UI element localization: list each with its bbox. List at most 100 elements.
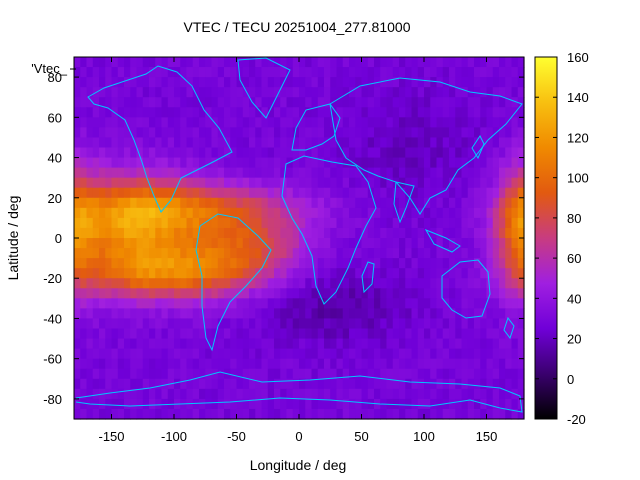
heatmap-cell bbox=[299, 408, 306, 420]
heatmap-cell bbox=[380, 408, 388, 420]
heatmap-cell bbox=[261, 318, 269, 330]
heatmap-cell bbox=[274, 177, 281, 189]
heatmap-cell bbox=[461, 368, 469, 380]
heatmap-cell bbox=[174, 187, 181, 199]
heatmap-cell bbox=[511, 87, 519, 98]
heatmap-cell bbox=[517, 378, 525, 390]
heatmap-cell bbox=[130, 137, 138, 149]
heatmap-cell bbox=[174, 348, 181, 360]
heatmap-cell bbox=[105, 137, 113, 149]
heatmap-cell bbox=[174, 117, 181, 128]
heatmap-cell bbox=[461, 187, 469, 199]
heatmap-cell bbox=[105, 298, 113, 309]
heatmap-cell bbox=[130, 157, 138, 169]
heatmap-cell bbox=[99, 87, 106, 98]
heatmap-cell bbox=[417, 378, 425, 390]
heatmap-cell bbox=[105, 207, 113, 219]
heatmap-cell bbox=[174, 157, 181, 169]
heatmap-cell bbox=[499, 338, 506, 350]
heatmap-cell bbox=[486, 328, 494, 340]
heatmap-cell bbox=[280, 408, 288, 420]
heatmap-cell bbox=[292, 227, 300, 239]
heatmap-cell bbox=[236, 147, 244, 159]
heatmap-cell bbox=[480, 388, 488, 400]
heatmap-cell bbox=[280, 358, 288, 370]
heatmap-cell bbox=[136, 398, 144, 410]
heatmap-cell bbox=[517, 217, 525, 229]
heatmap-cell bbox=[336, 187, 344, 199]
heatmap-cell bbox=[261, 217, 269, 229]
heatmap-cell bbox=[436, 378, 444, 390]
heatmap-cell bbox=[361, 67, 369, 78]
heatmap-cell bbox=[217, 167, 225, 179]
heatmap-cell bbox=[117, 207, 125, 219]
heatmap-cell bbox=[249, 217, 256, 229]
heatmap-cell bbox=[267, 197, 275, 209]
heatmap-cell bbox=[124, 378, 131, 390]
heatmap-cell bbox=[342, 318, 350, 330]
heatmap-cell bbox=[249, 207, 256, 219]
heatmap-cell bbox=[292, 398, 300, 410]
heatmap-cell bbox=[399, 127, 406, 139]
heatmap-cell bbox=[167, 328, 175, 340]
heatmap-cell bbox=[142, 87, 150, 98]
heatmap-cell bbox=[486, 87, 494, 98]
heatmap-cell bbox=[199, 107, 206, 118]
heatmap-cell bbox=[117, 338, 125, 350]
heatmap-cell bbox=[392, 197, 400, 209]
heatmap-cell bbox=[255, 107, 263, 118]
heatmap-cell bbox=[186, 308, 194, 320]
heatmap-cell bbox=[467, 167, 475, 179]
heatmap-cell bbox=[386, 197, 394, 209]
heatmap-cell bbox=[111, 238, 119, 249]
heatmap-cell bbox=[442, 338, 450, 350]
heatmap-cell bbox=[174, 268, 181, 279]
heatmap-cell bbox=[286, 107, 294, 118]
heatmap-cell bbox=[174, 308, 181, 320]
heatmap-cell bbox=[336, 398, 344, 410]
heatmap-cell bbox=[167, 288, 175, 299]
heatmap-cell bbox=[74, 278, 81, 289]
heatmap-cell bbox=[149, 348, 156, 360]
heatmap-cell bbox=[305, 107, 313, 118]
heatmap-cell bbox=[311, 77, 319, 88]
heatmap-cell bbox=[349, 338, 356, 350]
heatmap-cell bbox=[380, 107, 388, 118]
heatmap-cell bbox=[130, 117, 138, 128]
heatmap-cell bbox=[105, 358, 113, 370]
heatmap-cell bbox=[511, 97, 519, 108]
heatmap-cell bbox=[267, 338, 275, 350]
heatmap-cell bbox=[192, 388, 200, 400]
heatmap-cell bbox=[417, 388, 425, 400]
heatmap-cell bbox=[442, 157, 450, 169]
heatmap-cell bbox=[305, 408, 313, 420]
heatmap-cell bbox=[492, 248, 500, 259]
heatmap-cell bbox=[205, 288, 213, 299]
heatmap-cell bbox=[230, 67, 238, 78]
heatmap-cell bbox=[130, 388, 138, 400]
heatmap-cell bbox=[349, 157, 356, 169]
heatmap-cell bbox=[249, 187, 256, 199]
heatmap-cell bbox=[111, 328, 119, 340]
heatmap-cell bbox=[367, 328, 375, 340]
heatmap-cell bbox=[117, 197, 125, 209]
heatmap-cell bbox=[424, 187, 431, 199]
heatmap-cell bbox=[505, 278, 513, 289]
heatmap-cell bbox=[449, 338, 456, 350]
heatmap-cell bbox=[461, 258, 469, 269]
heatmap-cell bbox=[255, 388, 263, 400]
heatmap-cell bbox=[336, 87, 344, 98]
heatmap-cell bbox=[330, 157, 338, 169]
heatmap-cell bbox=[411, 358, 419, 370]
heatmap-cell bbox=[211, 167, 219, 179]
heatmap-cell bbox=[386, 378, 394, 390]
heatmap-cell bbox=[424, 248, 431, 259]
heatmap-cell bbox=[486, 127, 494, 139]
heatmap-cell bbox=[267, 147, 275, 159]
heatmap-cell bbox=[367, 227, 375, 239]
heatmap-cell bbox=[374, 318, 381, 330]
heatmap-cell bbox=[486, 207, 494, 219]
heatmap-cell bbox=[474, 187, 481, 199]
heatmap-cell bbox=[399, 248, 406, 259]
heatmap-cell bbox=[311, 328, 319, 340]
